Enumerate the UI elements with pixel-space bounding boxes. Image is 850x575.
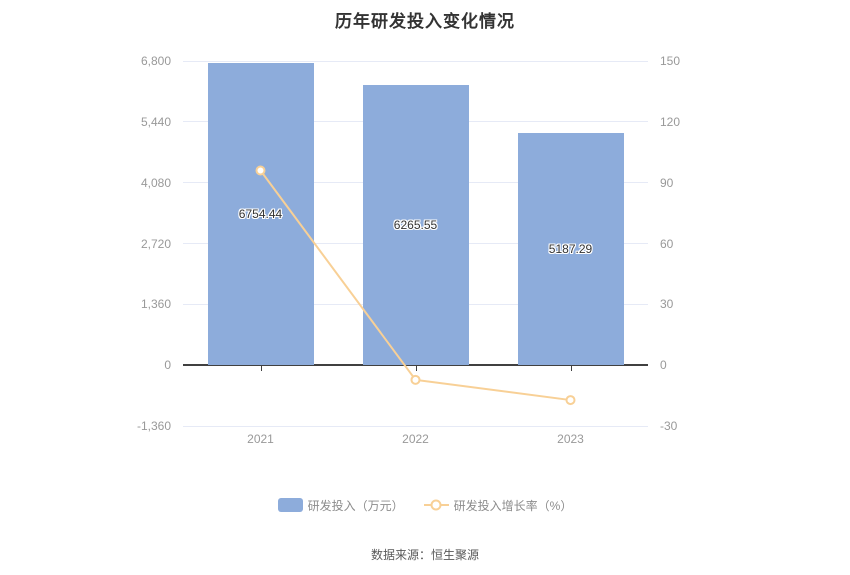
left-axis-tick-label: 5,440 bbox=[140, 114, 171, 129]
x-axis-tick bbox=[415, 366, 417, 372]
bar-value-label: 5187.29 bbox=[548, 242, 593, 257]
bar-value-label: 6265.55 bbox=[393, 218, 438, 233]
legend-label-rd-investment: 研发投入（万元） bbox=[307, 498, 404, 513]
legend-item-rd-investment[interactable]: 研发投入（万元） bbox=[277, 497, 404, 514]
right-axis-tick-label: 60 bbox=[660, 236, 674, 251]
legend: 研发投入（万元） 研发投入增长率（%） bbox=[0, 497, 850, 513]
legend-label-growth-rate: 研发投入增长率（%） bbox=[453, 498, 573, 513]
data-source-text: 数据来源：恒生聚源 bbox=[370, 548, 479, 562]
x-axis-tick bbox=[570, 366, 572, 372]
line-point-2022[interactable] bbox=[410, 374, 421, 385]
line-point-2023[interactable] bbox=[565, 395, 576, 406]
left-axis-tick-label: 0 bbox=[164, 358, 171, 373]
line-point-2021[interactable] bbox=[255, 165, 266, 176]
left-axis-tick-label: 1,360 bbox=[140, 297, 171, 312]
bar-2021[interactable] bbox=[207, 63, 314, 366]
bar-value-label: 6754.44 bbox=[238, 207, 283, 222]
right-axis-tick-label: 150 bbox=[660, 54, 681, 68]
gridline bbox=[183, 60, 648, 62]
bar-2023[interactable] bbox=[517, 133, 624, 366]
bar-legend-swatch-icon bbox=[277, 498, 303, 512]
line-marker-icon bbox=[430, 499, 442, 511]
x-axis-tick bbox=[260, 366, 262, 372]
gridline bbox=[183, 425, 648, 427]
right-axis-tick-label: 30 bbox=[660, 297, 674, 312]
zero-axis-line bbox=[183, 364, 648, 367]
right-axis-tick-label: -30 bbox=[660, 419, 678, 433]
x-axis-label-2023: 2023 bbox=[557, 432, 584, 446]
bar-2022[interactable] bbox=[362, 84, 469, 366]
legend-item-growth-rate[interactable]: 研发投入增长率（%） bbox=[423, 497, 573, 514]
left-axis-tick-label: 4,080 bbox=[140, 175, 171, 190]
chart-title: 历年研发投入变化情况 bbox=[335, 12, 515, 31]
right-axis-tick-label: 120 bbox=[660, 114, 681, 129]
x-axis-label-2021: 2021 bbox=[247, 432, 274, 446]
left-axis-tick-label: 2,720 bbox=[140, 236, 171, 251]
right-axis-tick-label: 90 bbox=[660, 175, 674, 190]
growth-rate-line-layer bbox=[255, 165, 576, 406]
right-axis-tick-label: 0 bbox=[660, 358, 667, 373]
growth-rate-line[interactable] bbox=[259, 169, 571, 402]
line-legend-swatch-icon bbox=[423, 498, 449, 512]
plot-area: 6,800 150 5,440 120 4,080 90 2,720 60 1,360 30 0 0 -… bbox=[137, 54, 680, 446]
x-axis-label-2022: 2022 bbox=[402, 432, 429, 446]
left-axis-tick-label: -1,360 bbox=[136, 419, 171, 433]
left-axis-tick-label: 6,800 bbox=[140, 54, 171, 68]
